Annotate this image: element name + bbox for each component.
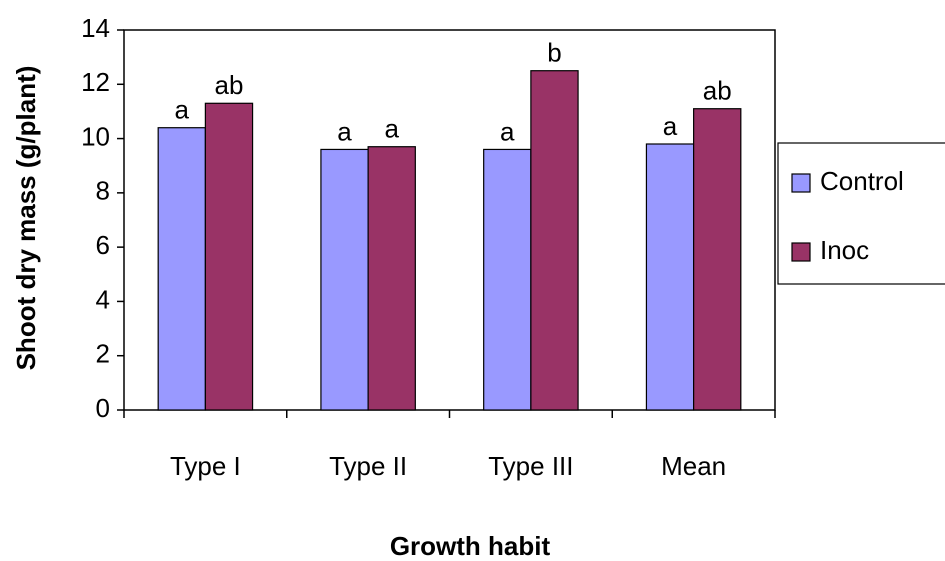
y-axis-title: Shoot dry mass (g/plant) [11, 66, 41, 371]
bar [204, 102, 254, 411]
legend-label: Inoc [820, 235, 869, 265]
bar-letter: a [337, 116, 352, 146]
bar [157, 127, 206, 411]
y-tick-label: 2 [96, 339, 110, 369]
y-tick-label: 4 [96, 284, 110, 314]
x-tick-label: Type III [488, 451, 573, 481]
bar [367, 146, 416, 411]
bar [483, 148, 532, 411]
bar [693, 108, 742, 411]
x-tick-label: Mean [661, 451, 726, 481]
bar [645, 143, 695, 411]
y-tick-label: 14 [81, 13, 110, 43]
bar-letter: ab [215, 70, 244, 100]
bar-letter: a [175, 95, 190, 125]
bar [530, 70, 579, 411]
y-tick-label: 0 [96, 393, 110, 423]
y-tick-label: 10 [81, 121, 110, 151]
bar-letter: a [663, 111, 678, 141]
y-tick-label: 12 [81, 67, 110, 97]
x-tick-label: Type I [170, 451, 241, 481]
bar [320, 148, 369, 411]
legend-label: Control [820, 166, 904, 196]
x-axis-title: Growth habit [390, 531, 551, 561]
bar-letter: b [547, 38, 561, 68]
legend-swatch [791, 173, 811, 193]
y-tick-label: 8 [96, 176, 110, 206]
legend-swatch [791, 242, 811, 262]
x-tick-label: Type II [329, 451, 407, 481]
y-tick-label: 6 [96, 230, 110, 260]
bar-letter: a [384, 114, 399, 144]
bar-letter: ab [703, 76, 732, 106]
bar-letter: a [500, 116, 515, 146]
